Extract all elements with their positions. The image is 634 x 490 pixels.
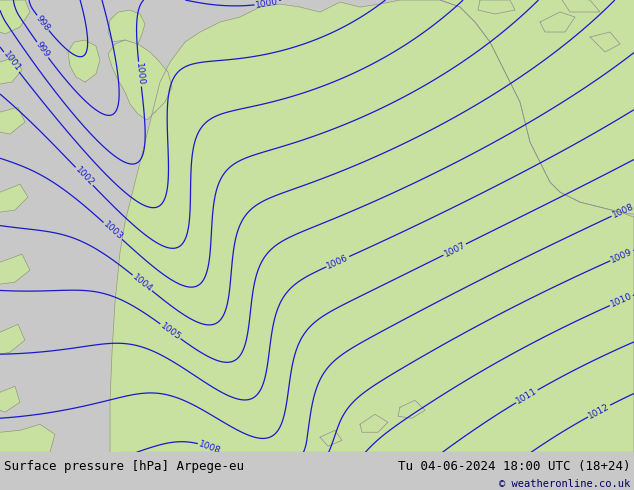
Polygon shape (398, 400, 425, 418)
Polygon shape (108, 40, 172, 120)
Text: 1008: 1008 (611, 202, 634, 220)
Text: 1009: 1009 (609, 247, 634, 265)
Polygon shape (0, 0, 30, 34)
Text: © weatheronline.co.uk: © weatheronline.co.uk (499, 479, 630, 489)
Text: 1008: 1008 (197, 439, 222, 456)
Polygon shape (0, 254, 30, 284)
Text: 998: 998 (34, 13, 52, 32)
Text: 1005: 1005 (158, 321, 183, 342)
Text: Tu 04-06-2024 18:00 UTC (18+24): Tu 04-06-2024 18:00 UTC (18+24) (398, 460, 630, 473)
Text: 1010: 1010 (609, 292, 633, 309)
Polygon shape (0, 324, 25, 354)
Text: 1001: 1001 (1, 50, 22, 74)
Polygon shape (108, 10, 145, 44)
Polygon shape (0, 107, 25, 134)
Polygon shape (110, 0, 634, 452)
Text: 1000: 1000 (134, 62, 146, 86)
Text: 1002: 1002 (73, 165, 95, 188)
Text: 1004: 1004 (131, 272, 154, 294)
Polygon shape (320, 430, 342, 446)
Text: 1007: 1007 (443, 241, 467, 259)
Polygon shape (440, 0, 634, 214)
Text: Surface pressure [hPa] Arpege-eu: Surface pressure [hPa] Arpege-eu (4, 460, 244, 473)
Text: 1011: 1011 (515, 387, 539, 406)
Polygon shape (540, 12, 575, 32)
Polygon shape (0, 184, 28, 212)
Polygon shape (478, 0, 515, 14)
Polygon shape (590, 32, 620, 52)
Text: 1012: 1012 (587, 402, 611, 420)
Text: 1006: 1006 (325, 253, 350, 270)
Polygon shape (560, 0, 600, 12)
Text: 1003: 1003 (101, 220, 124, 242)
Text: 999: 999 (34, 40, 51, 60)
Polygon shape (0, 424, 55, 452)
Polygon shape (0, 57, 22, 84)
Polygon shape (68, 40, 100, 82)
Text: 1000: 1000 (255, 0, 279, 10)
Polygon shape (0, 386, 20, 412)
Polygon shape (360, 414, 388, 432)
